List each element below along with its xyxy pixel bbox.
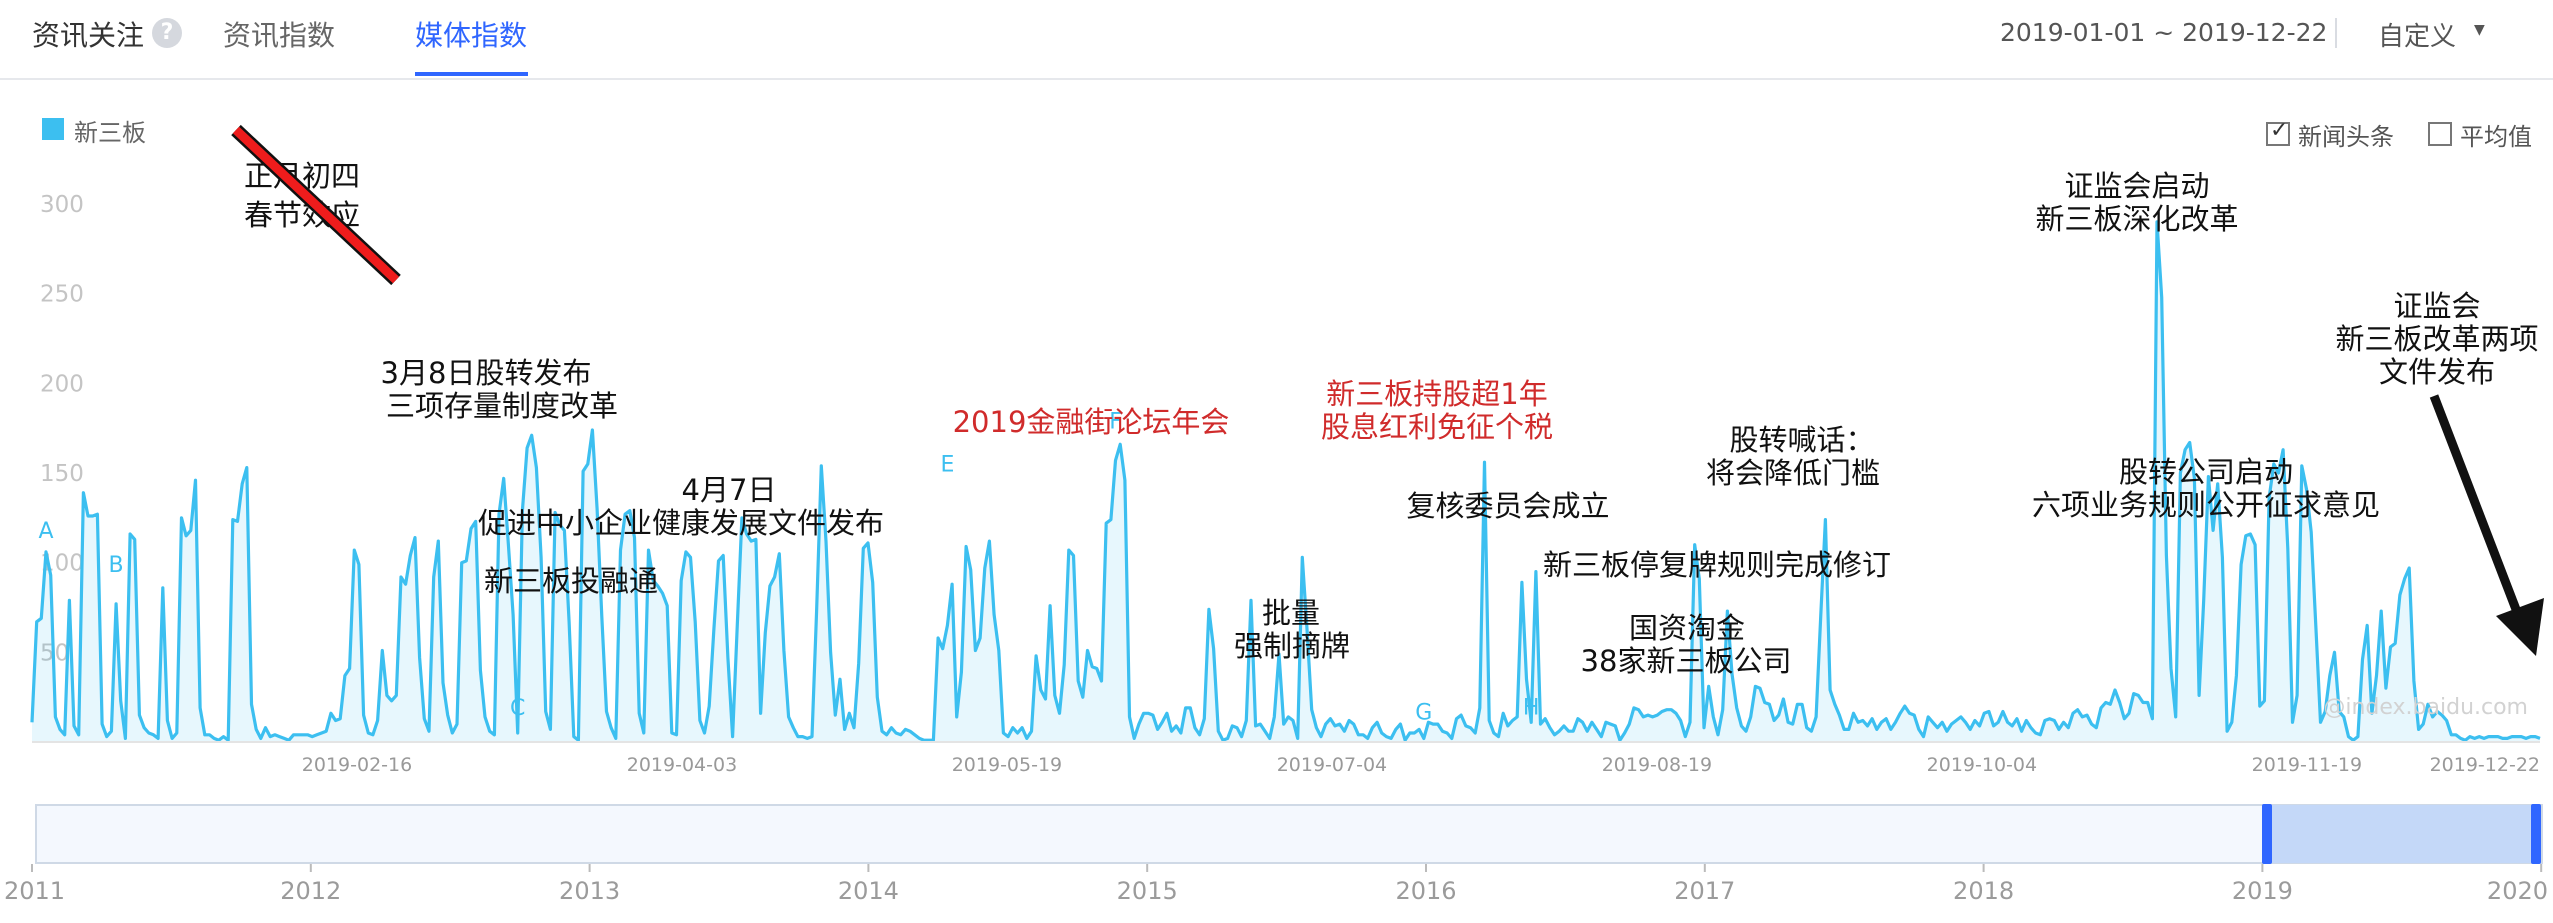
navigator-handle-right[interactable] xyxy=(2531,804,2541,864)
legend-label[interactable]: 新三板 xyxy=(74,119,146,147)
x-tick-label: 2019-11-19 xyxy=(2252,754,2362,776)
navigator-year-label: 2012 xyxy=(280,877,341,905)
annotation-mar8-2: 三项存量制度改革 xyxy=(386,389,618,423)
annotation-csrc2-3: 文件发布 xyxy=(2379,355,2495,389)
arrow-head xyxy=(2496,598,2544,656)
news-headline-checkbox[interactable]: ✓ xyxy=(2266,118,2290,146)
help-icon[interactable]: ? xyxy=(152,18,182,48)
x-tick-label: 2019-02-16 xyxy=(302,754,412,776)
range-navigator[interactable] xyxy=(35,804,2543,864)
annotation-guozi-2: 38家新三板公司 xyxy=(1581,644,1792,678)
event-marker: A xyxy=(38,519,53,544)
event-marker: C xyxy=(510,696,525,721)
y-tick-label: 250 xyxy=(40,282,84,308)
event-marker: E xyxy=(940,452,954,477)
annotation-forum: 2019金融街论坛年会 xyxy=(953,405,1230,439)
navigator-year-label: 2014 xyxy=(838,877,899,905)
y-tick-label: 300 xyxy=(40,192,84,218)
event-marker: H xyxy=(1523,695,1540,720)
navigator-handle-left[interactable] xyxy=(2262,804,2272,864)
divider xyxy=(2335,18,2337,48)
annotation-arrow xyxy=(2429,394,2527,627)
annotation-guozi-1: 国资淘金 xyxy=(1629,611,1745,645)
annotation-pilian-2: 强制摘牌 xyxy=(1234,629,1350,663)
average-label[interactable]: 平均值 xyxy=(2460,123,2532,151)
tab-bar: 资讯关注 ? 资讯指数 媒体指数 2019-01-01 ~ 2019-12-22… xyxy=(0,0,2553,80)
annotation-neeq-1: 股转公司启动 xyxy=(2119,455,2293,489)
navigator-year-label: 2013 xyxy=(559,877,620,905)
news-headline-label[interactable]: 新闻头条 xyxy=(2298,123,2394,151)
y-tick-label: 150 xyxy=(40,461,84,487)
annotation-pilian-1: 批量 xyxy=(1262,596,1320,630)
navigator-year-label: 2015 xyxy=(1117,877,1178,905)
annotation-apr7: 4月7日 xyxy=(682,473,777,507)
event-marker: F xyxy=(1109,409,1122,434)
date-range[interactable]: 2019-01-01 ~ 2019-12-22 xyxy=(2000,18,2328,47)
annotation-csrc2-2: 新三板改革两项 xyxy=(2335,322,2538,356)
x-tick-label: 2019-07-04 xyxy=(1277,754,1387,776)
annotation-tingfu: 新三板停复牌规则完成修订 xyxy=(1543,548,1891,582)
annotation-dividend-1: 新三板持股超1年 xyxy=(1326,377,1547,411)
check-icon: ✓ xyxy=(2270,118,2289,143)
x-tick-label: 2019-04-03 xyxy=(627,754,737,776)
x-tick-label: 2019-10-04 xyxy=(1927,754,2037,776)
watermark: @index.baidu.com xyxy=(2323,695,2528,720)
annotation-hanhua-1: 股转喊话： xyxy=(1729,423,1874,457)
active-tab-indicator xyxy=(415,72,528,76)
x-tick-label: 2019-08-19 xyxy=(1602,754,1712,776)
annotation-neeq-2: 六项业务规则公开征求意见 xyxy=(2032,488,2380,522)
annotation-mar8-1: 3月8日股转发布 xyxy=(381,356,592,390)
chevron-down-icon[interactable]: ▼ xyxy=(2474,22,2485,38)
navigator-year-label: 2011 xyxy=(4,877,65,905)
tab-media-index[interactable]: 媒体指数 xyxy=(415,19,528,52)
navigator-year-label: 2018 xyxy=(1953,877,2014,905)
x-tick-label: 2019-12-22 xyxy=(2430,754,2540,776)
navigator-year-label: 2016 xyxy=(1395,877,1456,905)
annotation-csrc1-2: 新三板深化改革 xyxy=(2035,202,2238,236)
strike-mark xyxy=(232,126,400,284)
navigator-year-label: 2020 xyxy=(2487,877,2548,905)
annotation-sme: 促进中小企业健康发展文件发布 xyxy=(478,506,884,540)
x-tick-label: 2019-05-19 xyxy=(952,754,1062,776)
legend-swatch xyxy=(42,118,64,140)
range-select[interactable]: 自定义 xyxy=(2378,22,2457,52)
tab-info-focus[interactable]: 资讯关注 xyxy=(32,19,145,52)
average-checkbox[interactable] xyxy=(2428,122,2452,146)
event-marker: G xyxy=(1415,700,1432,725)
tab-info-index[interactable]: 资讯指数 xyxy=(223,19,336,52)
navigator-selection[interactable] xyxy=(2268,805,2536,863)
annotation-fuhe: 复核委员会成立 xyxy=(1406,489,1609,523)
annotation-csrc1-1: 证监会启动 xyxy=(2064,169,2209,203)
series-line xyxy=(30,220,2541,742)
navigator-year-label: 2019 xyxy=(2232,877,2293,905)
annotation-csrc2-1: 证监会 xyxy=(2393,289,2480,323)
series-area xyxy=(32,221,2540,742)
annotation-hanhua-2: 将会降低门槛 xyxy=(1706,456,1880,490)
annotation-rongtong: 新三板投融通 xyxy=(484,564,658,598)
navigator-year-label: 2017 xyxy=(1674,877,1735,905)
y-tick-label: 200 xyxy=(40,371,84,397)
event-marker: B xyxy=(109,553,124,578)
annotation-dividend-2: 股息红利免征个税 xyxy=(1321,410,1553,444)
